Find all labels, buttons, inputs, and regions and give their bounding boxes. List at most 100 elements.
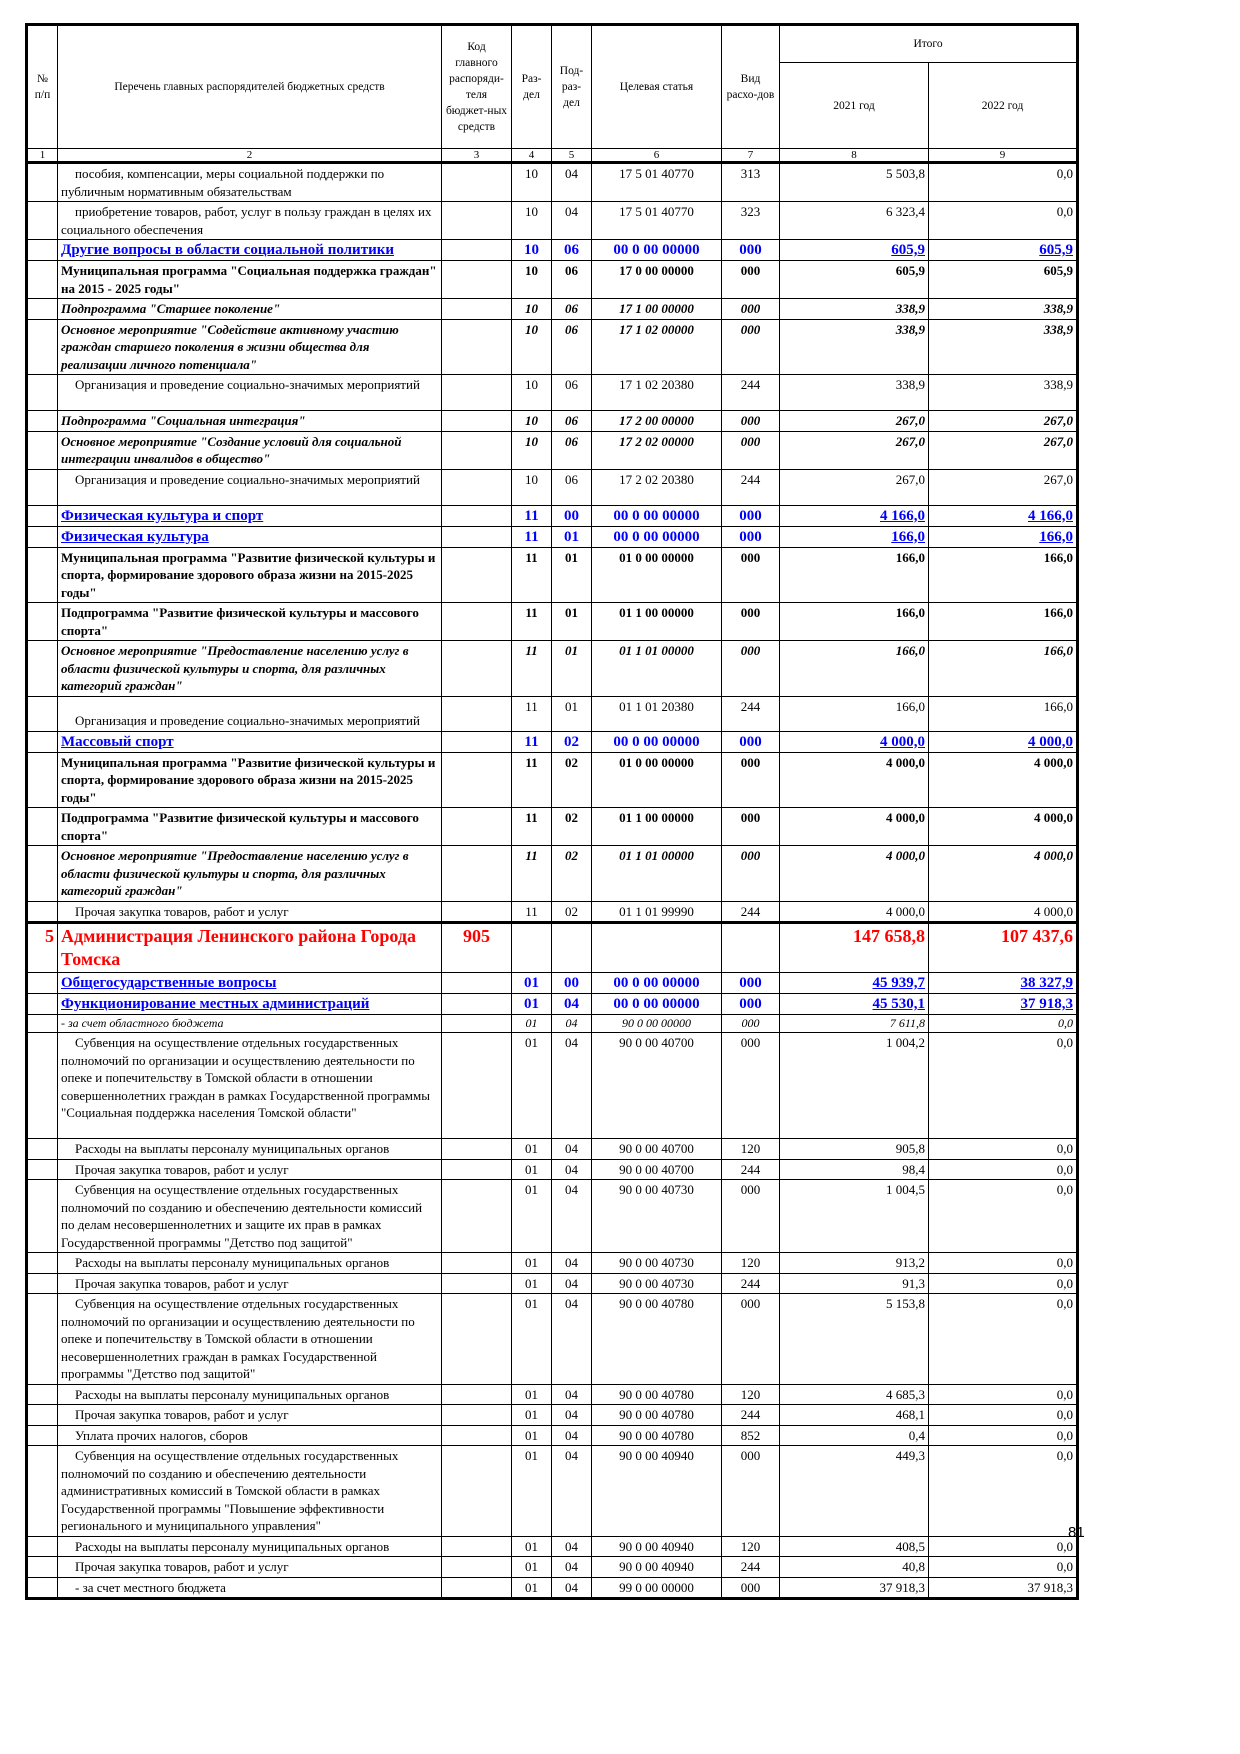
row-value-2022: 166,0 [927, 525, 1079, 548]
row-podrazdel: 01 [551, 525, 592, 548]
header-2021: 2021 год [779, 62, 929, 149]
row-podrazdel: 06 [551, 260, 592, 299]
row-podrazdel: 06 [551, 374, 592, 411]
row-value-2021: 4 000,0 [779, 730, 929, 753]
table-row: приобретение товаров, работ, услуг в пол… [26, 201, 1079, 240]
row-number [26, 972, 58, 994]
row-razdel: 10 [511, 318, 552, 375]
row-expense-type: 000 [721, 318, 780, 375]
row-name: - за счет местного бюджета [57, 1576, 442, 1599]
page-number: 81 [1068, 1524, 1085, 1541]
row-value-2022: 0,0 [927, 1404, 1079, 1426]
row-code [441, 1556, 512, 1578]
row-value-2021: 905,8 [779, 1138, 929, 1160]
table-row: Прочая закупка товаров, работ и услуг 01 0… [26, 1556, 1079, 1578]
row-razdel: 01 [511, 993, 552, 1015]
row-value-2021: 45 939,7 [779, 972, 929, 994]
row-value-2022: 107 437,6 [927, 921, 1079, 973]
row-target-article: 17 2 00 00000 [591, 410, 722, 432]
row-value-2021: 45 530,1 [779, 993, 929, 1015]
row-name: Расходы на выплаты персоналу муниципальн… [57, 1535, 442, 1557]
row-code [441, 1293, 512, 1385]
table-row: пособия, компенсации, меры социальной по… [26, 162, 1079, 202]
row-code [441, 410, 512, 432]
row-value-2021: 0,4 [779, 1424, 929, 1446]
table-row: Прочая закупка товаров, работ и услуг 01 0… [26, 1404, 1079, 1426]
row-value-2022: 0,0 [927, 1252, 1079, 1274]
budget-table: № п/п Перечень главных распорядителей бю… [25, 23, 1080, 1600]
row-code [441, 900, 512, 923]
row-target-article: 01 1 00 00000 [591, 602, 722, 641]
table-row: Общегосударственные вопросы 01 00 00 0 00 0… [26, 972, 1079, 994]
row-number [26, 730, 58, 753]
row-target-article: 17 5 01 40770 [591, 162, 722, 202]
row-value-2021: 605,9 [779, 239, 929, 261]
row-value-2022: 267,0 [927, 430, 1079, 470]
row-podrazdel: 04 [551, 201, 592, 240]
row-razdel: 01 [511, 1383, 552, 1405]
row-value-2022: 4 000,0 [927, 807, 1079, 846]
row-code [441, 751, 512, 808]
row-value-2022: 0,0 [927, 1272, 1079, 1294]
row-name: Субвенция на осуществление отдельных гос… [57, 1445, 442, 1537]
table-row: Физическая культура и спорт 11 00 00 0 00 0… [26, 504, 1079, 527]
table-row: Основное мероприятие "Предоставление нас… [26, 640, 1079, 697]
row-number [26, 504, 58, 527]
row-razdel: 01 [511, 1272, 552, 1294]
row-value-2021: 4 000,0 [779, 807, 929, 846]
row-code [441, 993, 512, 1015]
table-row: Подпрограмма "Социальная интеграция" 10 06… [26, 410, 1079, 432]
row-target-article: 90 0 00 40730 [591, 1272, 722, 1294]
row-value-2022: 605,9 [927, 239, 1079, 261]
row-value-2022: 166,0 [927, 695, 1079, 732]
table-row: Организация и проведение социально-значи… [26, 468, 1079, 506]
row-code [441, 1424, 512, 1446]
row-code [441, 1383, 512, 1405]
row-number [26, 525, 58, 548]
row-expense-type: 000 [721, 993, 780, 1015]
row-podrazdel: 04 [551, 1445, 592, 1537]
row-target-article: 90 0 00 40730 [591, 1179, 722, 1253]
row-name: Физическая культура и спорт [57, 504, 442, 527]
row-number [26, 1404, 58, 1426]
row-number [26, 430, 58, 470]
row-number [26, 751, 58, 808]
row-expense-type: 120 [721, 1535, 780, 1557]
row-number [26, 546, 58, 603]
column-number: 4 [511, 148, 552, 164]
row-value-2021: 408,5 [779, 1535, 929, 1557]
table-row: Основное мероприятие "Предоставление нас… [26, 845, 1079, 902]
table-row: Основное мероприятие "Содействие активно… [26, 318, 1079, 375]
row-podrazdel: 04 [551, 1032, 592, 1139]
row-expense-type: 120 [721, 1383, 780, 1405]
row-razdel: 11 [511, 730, 552, 753]
row-number [26, 640, 58, 697]
table-row: Муниципальная программа "Развитие физиче… [26, 546, 1079, 603]
row-razdel: 01 [511, 1445, 552, 1537]
row-target-article: 00 0 00 00000 [591, 993, 722, 1015]
row-code [441, 1404, 512, 1426]
row-target-article: 01 0 00 00000 [591, 751, 722, 808]
row-podrazdel: 04 [551, 1424, 592, 1446]
row-razdel: 01 [511, 1424, 552, 1446]
table-row: Основное мероприятие "Создание условий д… [26, 430, 1079, 470]
row-number [26, 602, 58, 641]
row-number [26, 807, 58, 846]
row-value-2021: 913,2 [779, 1252, 929, 1274]
row-code [441, 1576, 512, 1599]
row-value-2021: 166,0 [779, 695, 929, 732]
row-podrazdel: 04 [551, 1179, 592, 1253]
header-podrazdel: Под-раз-дел [551, 24, 592, 149]
row-code [441, 546, 512, 603]
header-name: Перечень главных распорядителей бюджетны… [57, 24, 442, 149]
row-value-2021: 166,0 [779, 525, 929, 548]
row-number [26, 162, 58, 202]
row-target-article: 90 0 00 40730 [591, 1252, 722, 1274]
row-podrazdel: 04 [551, 1014, 592, 1033]
row-code [441, 468, 512, 506]
row-name: Массовый спорт [57, 730, 442, 753]
table-row: Организация и проведение социально-значи… [26, 695, 1079, 732]
row-target-article: 17 1 02 00000 [591, 318, 722, 375]
row-target-article: 90 0 00 40780 [591, 1404, 722, 1426]
row-value-2022: 0,0 [927, 1556, 1079, 1578]
